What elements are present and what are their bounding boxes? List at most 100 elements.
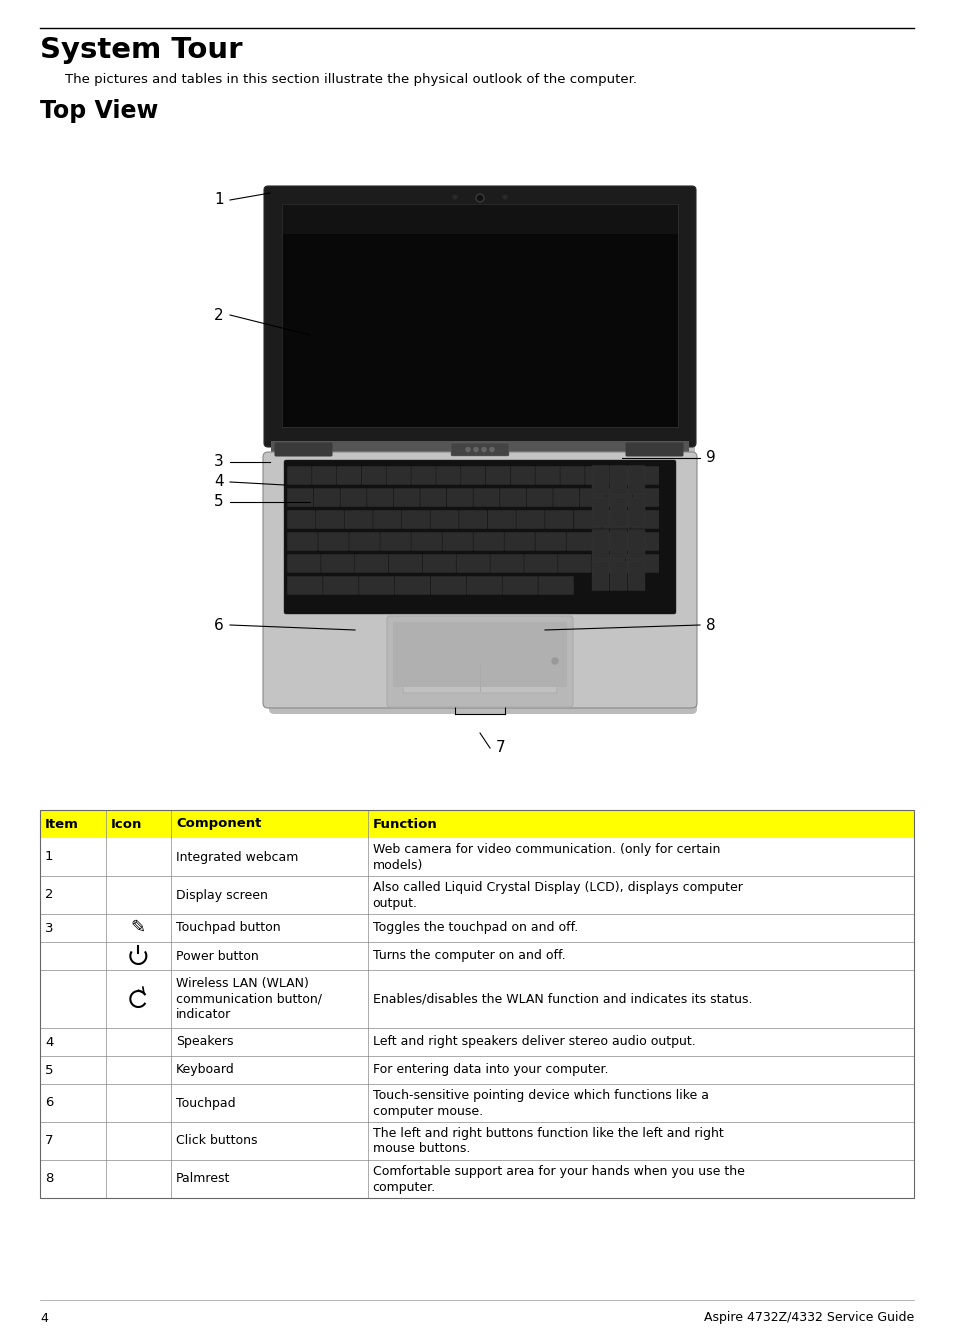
Text: Comfortable support area for your hands when you use the
computer.: Comfortable support area for your hands …: [373, 1165, 744, 1193]
FancyBboxPatch shape: [386, 466, 410, 485]
Text: 2: 2: [214, 307, 224, 322]
FancyBboxPatch shape: [609, 465, 626, 494]
Text: Turns the computer on and off.: Turns the computer on and off.: [373, 950, 565, 962]
FancyBboxPatch shape: [355, 554, 388, 573]
Circle shape: [453, 195, 456, 199]
FancyBboxPatch shape: [394, 489, 419, 506]
FancyBboxPatch shape: [517, 510, 544, 529]
Bar: [40, 876, 913, 914]
FancyBboxPatch shape: [359, 577, 394, 595]
FancyBboxPatch shape: [602, 510, 630, 529]
Text: Component: Component: [176, 818, 261, 831]
Bar: [40, 1083, 913, 1122]
FancyBboxPatch shape: [627, 561, 644, 591]
FancyBboxPatch shape: [558, 554, 591, 573]
FancyBboxPatch shape: [420, 489, 446, 506]
Text: Aspire 4732Z/4332 Service Guide: Aspire 4732Z/4332 Service Guide: [703, 1312, 913, 1324]
Bar: [40, 1055, 913, 1083]
Bar: [282, 204, 678, 428]
Text: Enables/disables the WLAN function and indicates its status.: Enables/disables the WLAN function and i…: [373, 993, 752, 1006]
Text: 1: 1: [214, 192, 224, 207]
FancyBboxPatch shape: [545, 510, 573, 529]
FancyBboxPatch shape: [466, 577, 501, 595]
FancyBboxPatch shape: [274, 442, 333, 457]
FancyBboxPatch shape: [315, 510, 343, 529]
FancyBboxPatch shape: [373, 510, 400, 529]
FancyBboxPatch shape: [314, 489, 339, 506]
Text: Wireless LAN (WLAN)
communication button/
indicator: Wireless LAN (WLAN) communication button…: [176, 977, 322, 1022]
FancyBboxPatch shape: [451, 444, 509, 456]
FancyBboxPatch shape: [287, 466, 311, 485]
Text: 3: 3: [45, 922, 53, 934]
FancyBboxPatch shape: [459, 510, 486, 529]
FancyBboxPatch shape: [633, 489, 659, 506]
FancyBboxPatch shape: [526, 489, 552, 506]
FancyBboxPatch shape: [287, 489, 313, 506]
Circle shape: [481, 448, 485, 452]
FancyBboxPatch shape: [474, 489, 498, 506]
FancyBboxPatch shape: [287, 510, 314, 529]
FancyBboxPatch shape: [610, 466, 634, 485]
FancyBboxPatch shape: [592, 529, 608, 558]
Text: 6: 6: [214, 617, 224, 632]
FancyBboxPatch shape: [598, 533, 627, 550]
FancyBboxPatch shape: [361, 466, 385, 485]
Bar: [40, 810, 913, 838]
FancyBboxPatch shape: [502, 577, 537, 595]
FancyBboxPatch shape: [287, 533, 317, 550]
FancyBboxPatch shape: [536, 533, 565, 550]
FancyBboxPatch shape: [336, 466, 360, 485]
Text: Power button: Power button: [176, 950, 258, 962]
Bar: [40, 942, 913, 970]
Text: For entering data into your computer.: For entering data into your computer.: [373, 1063, 608, 1077]
Text: 4: 4: [214, 474, 224, 489]
Text: Also called Liquid Crystal Display (LCD), displays computer
output.: Also called Liquid Crystal Display (LCD)…: [373, 880, 741, 910]
Circle shape: [552, 659, 558, 664]
Text: 1: 1: [45, 851, 53, 863]
Text: Display screen: Display screen: [176, 888, 268, 902]
FancyBboxPatch shape: [312, 466, 335, 485]
FancyBboxPatch shape: [585, 466, 609, 485]
Bar: [40, 1160, 913, 1198]
FancyBboxPatch shape: [609, 529, 626, 558]
FancyBboxPatch shape: [367, 489, 393, 506]
FancyBboxPatch shape: [504, 533, 535, 550]
Text: Top View: Top View: [40, 99, 158, 123]
Text: ✎: ✎: [131, 919, 146, 937]
FancyBboxPatch shape: [323, 577, 358, 595]
FancyBboxPatch shape: [592, 465, 608, 494]
FancyBboxPatch shape: [627, 529, 644, 558]
FancyBboxPatch shape: [436, 466, 459, 485]
FancyBboxPatch shape: [592, 561, 608, 591]
FancyBboxPatch shape: [273, 195, 695, 454]
FancyBboxPatch shape: [287, 577, 322, 595]
FancyBboxPatch shape: [461, 466, 484, 485]
Bar: [40, 1122, 913, 1160]
Text: Item: Item: [45, 818, 79, 831]
Text: Function: Function: [373, 818, 437, 831]
Circle shape: [465, 448, 470, 452]
Text: Toggles the touchpad on and off.: Toggles the touchpad on and off.: [373, 922, 578, 934]
FancyBboxPatch shape: [592, 497, 608, 526]
Text: 4: 4: [45, 1035, 53, 1049]
FancyBboxPatch shape: [536, 466, 559, 485]
FancyBboxPatch shape: [284, 460, 676, 615]
FancyBboxPatch shape: [321, 554, 354, 573]
FancyBboxPatch shape: [553, 489, 578, 506]
Circle shape: [477, 195, 482, 200]
Bar: [40, 1027, 913, 1055]
FancyBboxPatch shape: [287, 554, 320, 573]
Text: 8: 8: [705, 617, 715, 632]
Bar: [282, 204, 678, 234]
FancyBboxPatch shape: [566, 533, 597, 550]
Bar: [393, 623, 566, 687]
Text: 3: 3: [214, 454, 224, 469]
FancyBboxPatch shape: [264, 186, 696, 448]
Text: Touchpad button: Touchpad button: [176, 922, 280, 934]
Bar: [40, 914, 913, 942]
FancyBboxPatch shape: [474, 533, 503, 550]
FancyBboxPatch shape: [606, 489, 632, 506]
FancyBboxPatch shape: [380, 533, 410, 550]
FancyBboxPatch shape: [456, 554, 489, 573]
FancyBboxPatch shape: [560, 466, 584, 485]
